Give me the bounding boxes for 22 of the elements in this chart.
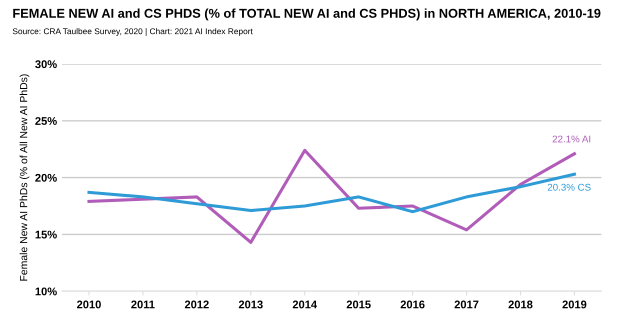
y-tick-label: 30% xyxy=(35,60,57,68)
chart-subtitle: Source: CRA Taulbee Survey, 2020 | Chart: 2021 AI Index Report xyxy=(12,28,253,36)
y-tick-label: 10% xyxy=(36,287,57,296)
x-tick-label: 2012 xyxy=(184,300,209,308)
x-tick-label: 2015 xyxy=(346,300,371,308)
y-tick-label: 20% xyxy=(35,174,57,182)
annotation: 20.3% CS xyxy=(548,184,591,191)
x-tick-label: 2011 xyxy=(131,300,155,308)
x-tick-label: 2019 xyxy=(562,300,586,308)
x-tick-label: 2016 xyxy=(400,300,425,308)
x-tick-label: 2017 xyxy=(454,300,478,308)
chart-title: FEMALE NEW AI and CS PHDS (% of TOTAL NEW AI and CS PHDS) in NORTH AMERICA, 2010-19 xyxy=(13,8,600,20)
x-tick-label: 2014 xyxy=(292,300,318,308)
x-tick-label: 2018 xyxy=(508,300,533,308)
x-tick-label: 2010 xyxy=(77,300,101,308)
y-tick-label: 15% xyxy=(36,230,57,239)
line-series xyxy=(87,148,576,244)
y-axis-title: Female New AI PhDs (% of All New AI PhDs) xyxy=(20,74,30,281)
annotation: 22.1% AI xyxy=(552,136,590,142)
line-series xyxy=(87,172,576,214)
x-tick-label: 2013 xyxy=(238,300,263,308)
y-tick-label: 25% xyxy=(35,117,57,125)
